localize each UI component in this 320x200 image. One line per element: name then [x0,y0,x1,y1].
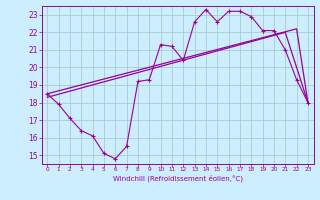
X-axis label: Windchill (Refroidissement éolien,°C): Windchill (Refroidissement éolien,°C) [113,175,243,182]
